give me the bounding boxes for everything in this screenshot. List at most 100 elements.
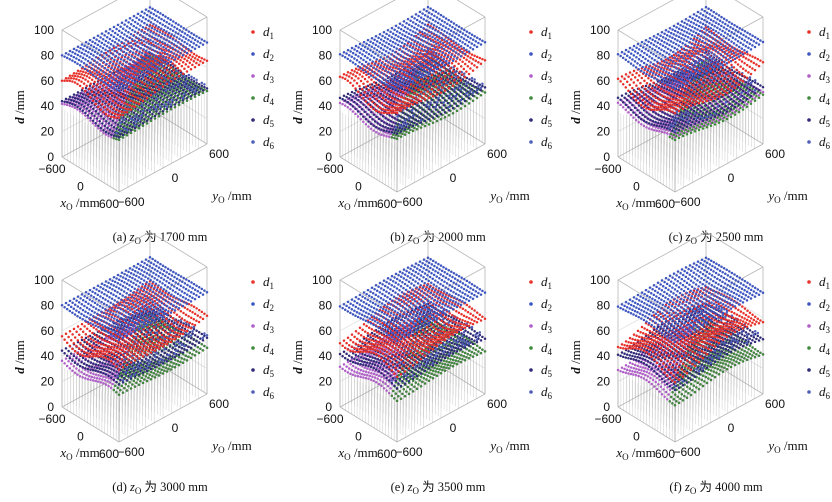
point-d1: [109, 115, 113, 118]
point-d5: [366, 92, 370, 95]
point-d2: [85, 63, 88, 67]
point-d2: [167, 40, 171, 43]
point-d5: [79, 98, 82, 102]
point-d2: [176, 41, 180, 44]
point-d5: [467, 86, 471, 89]
point-d2: [85, 46, 89, 49]
point-d2: [88, 56, 91, 59]
point-d3: [102, 120, 105, 123]
point-d5: [388, 114, 391, 117]
point-d1: [469, 56, 472, 60]
point-d2: [155, 55, 158, 58]
point-d5: [371, 117, 374, 121]
point-d1: [372, 80, 376, 84]
point-d4: [483, 91, 487, 94]
point-d5: [64, 97, 68, 101]
point-d3: [367, 125, 370, 128]
point-d5: [384, 126, 387, 129]
point-d3: [349, 108, 352, 111]
point-d2: [201, 43, 205, 46]
point-d2: [106, 58, 110, 62]
point-d5: [453, 90, 456, 93]
point-d2: [129, 82, 133, 86]
point-d5: [465, 84, 468, 88]
point-d1: [100, 81, 103, 84]
point-d2: [181, 44, 185, 47]
point-d4: [153, 117, 157, 120]
point-d2: [150, 35, 154, 39]
point-d1: [401, 100, 404, 104]
point-d2: [145, 64, 149, 67]
point-d2: [161, 32, 164, 35]
point-d5: [182, 81, 185, 84]
point-d1: [149, 93, 153, 97]
point-d5: [175, 98, 178, 102]
point-d2: [125, 52, 128, 55]
point-d1: [69, 76, 73, 80]
point-d1: [389, 109, 392, 112]
point-d5: [203, 85, 206, 89]
point-d2: [110, 48, 114, 51]
point-d5: [349, 102, 352, 106]
point-d2: [157, 67, 161, 70]
point-d2: [115, 88, 118, 91]
point-d1: [430, 74, 434, 77]
point-d5: [442, 91, 446, 95]
point-d2: [108, 37, 112, 41]
point-d2: [92, 45, 96, 49]
point-d2: [163, 42, 167, 45]
point-d1: [351, 84, 355, 87]
point-d1: [115, 96, 119, 99]
point-d2: [167, 31, 171, 35]
point-d2: [181, 53, 185, 57]
point-d2: [109, 51, 112, 55]
point-d2: [131, 60, 135, 63]
point-d5: [357, 98, 360, 102]
point-d5: [338, 96, 342, 100]
point-d5: [94, 100, 98, 103]
point-d1: [97, 105, 100, 109]
point-d6: [168, 87, 172, 90]
point-d2: [96, 43, 100, 47]
point-d4: [413, 126, 416, 130]
point-d4: [173, 105, 177, 109]
point-d5: [97, 112, 100, 116]
point-d5: [457, 99, 460, 103]
point-d1: [125, 103, 129, 106]
point-d5: [421, 108, 424, 111]
point-d5: [111, 119, 115, 123]
point-d4: [181, 101, 185, 105]
point-d2: [129, 58, 132, 62]
point-d2: [80, 43, 84, 46]
point-d2: [196, 40, 200, 43]
point-d5: [89, 105, 92, 108]
point-d2: [106, 78, 109, 82]
point-d5: [181, 99, 185, 102]
point-d2: [138, 42, 142, 45]
point-d2: [91, 40, 94, 43]
point-d6: [129, 101, 132, 105]
point-d4: [397, 134, 400, 138]
point-d2: [138, 50, 141, 53]
point-d5: [423, 77, 426, 81]
point-d5: [179, 79, 183, 83]
point-d2: [169, 18, 172, 22]
point-d4: [401, 132, 404, 136]
point-d5: [356, 110, 360, 113]
point-d4: [395, 137, 399, 140]
point-d5: [397, 129, 400, 133]
point-d1: [137, 102, 141, 106]
point-d5: [419, 121, 423, 124]
point-d5: [93, 114, 96, 118]
point-d1: [401, 90, 405, 94]
point-d1: [381, 96, 385, 100]
point-d6: [155, 108, 158, 111]
point-d5: [403, 88, 406, 91]
point-d5: [396, 118, 399, 121]
point-d4: [155, 101, 158, 104]
point-d5: [81, 93, 85, 96]
point-d2: [97, 67, 100, 70]
point-d1: [101, 88, 104, 92]
point-d6: [195, 86, 198, 90]
point-d2: [107, 84, 110, 87]
